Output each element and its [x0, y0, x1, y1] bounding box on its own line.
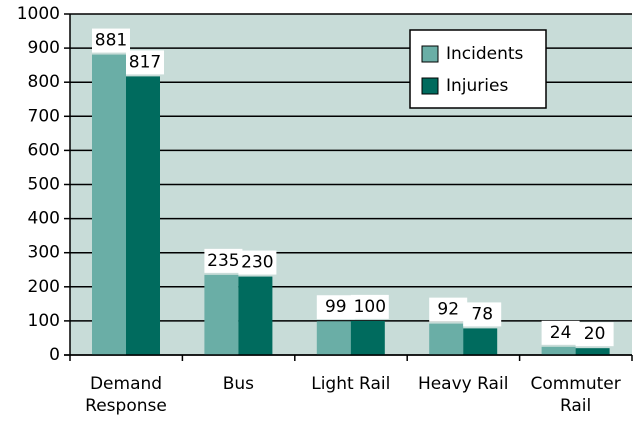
- y-tick-label: 700: [28, 106, 60, 126]
- bar: [126, 76, 160, 355]
- value-label-box: [204, 248, 243, 273]
- value-label: 100: [354, 297, 386, 317]
- x-tick-label: Bus: [222, 374, 255, 394]
- legend: [409, 29, 547, 109]
- value-label: 881: [95, 31, 127, 51]
- value-label: 817: [129, 52, 161, 72]
- legend-swatch: [421, 77, 439, 95]
- value-label-box: [238, 250, 277, 275]
- y-tick-label: 900: [28, 38, 60, 58]
- x-tick-label: Commuter Rail: [530, 374, 621, 416]
- y-tick-label: 600: [28, 140, 60, 160]
- bar: [316, 321, 351, 355]
- legend-label: Incidents: [446, 44, 524, 64]
- value-label-box: [92, 28, 130, 53]
- y-tick-label: 800: [28, 72, 60, 92]
- value-label: 235: [207, 251, 239, 271]
- bar: [204, 274, 239, 355]
- bar: [463, 328, 498, 355]
- y-tick-label: 400: [28, 209, 60, 229]
- y-tick-label: 0: [49, 345, 60, 365]
- value-label: 24: [550, 323, 572, 343]
- value-label-box: [126, 50, 164, 75]
- x-tick-label: Demand Response: [85, 374, 167, 416]
- value-label-box: [575, 322, 614, 347]
- x-tick-label: Light Rail: [311, 374, 391, 394]
- y-tick-label: 200: [28, 277, 60, 297]
- bar: [92, 54, 126, 355]
- bar: [238, 276, 273, 355]
- y-tick-label: 100: [28, 311, 60, 331]
- bar: [429, 323, 464, 355]
- x-tick-label: Heavy Rail: [417, 374, 509, 394]
- value-label-box: [541, 320, 580, 345]
- value-label: 78: [471, 304, 493, 324]
- bar: [541, 346, 576, 355]
- value-label: 230: [241, 253, 273, 273]
- value-label: 92: [437, 300, 459, 320]
- y-tick-label: 300: [28, 243, 60, 263]
- bar: [575, 348, 610, 355]
- value-label-box: [316, 295, 355, 320]
- value-label-box: [350, 294, 389, 319]
- y-tick-label: 1000: [17, 4, 60, 24]
- value-label-box: [463, 302, 502, 327]
- value-label: 99: [325, 297, 347, 317]
- bar: [350, 320, 385, 355]
- y-tick-label: 500: [28, 175, 60, 195]
- legend-swatch: [421, 45, 439, 63]
- value-label: 20: [584, 324, 606, 344]
- legend-label: Injuries: [446, 76, 508, 96]
- value-label-box: [429, 297, 468, 322]
